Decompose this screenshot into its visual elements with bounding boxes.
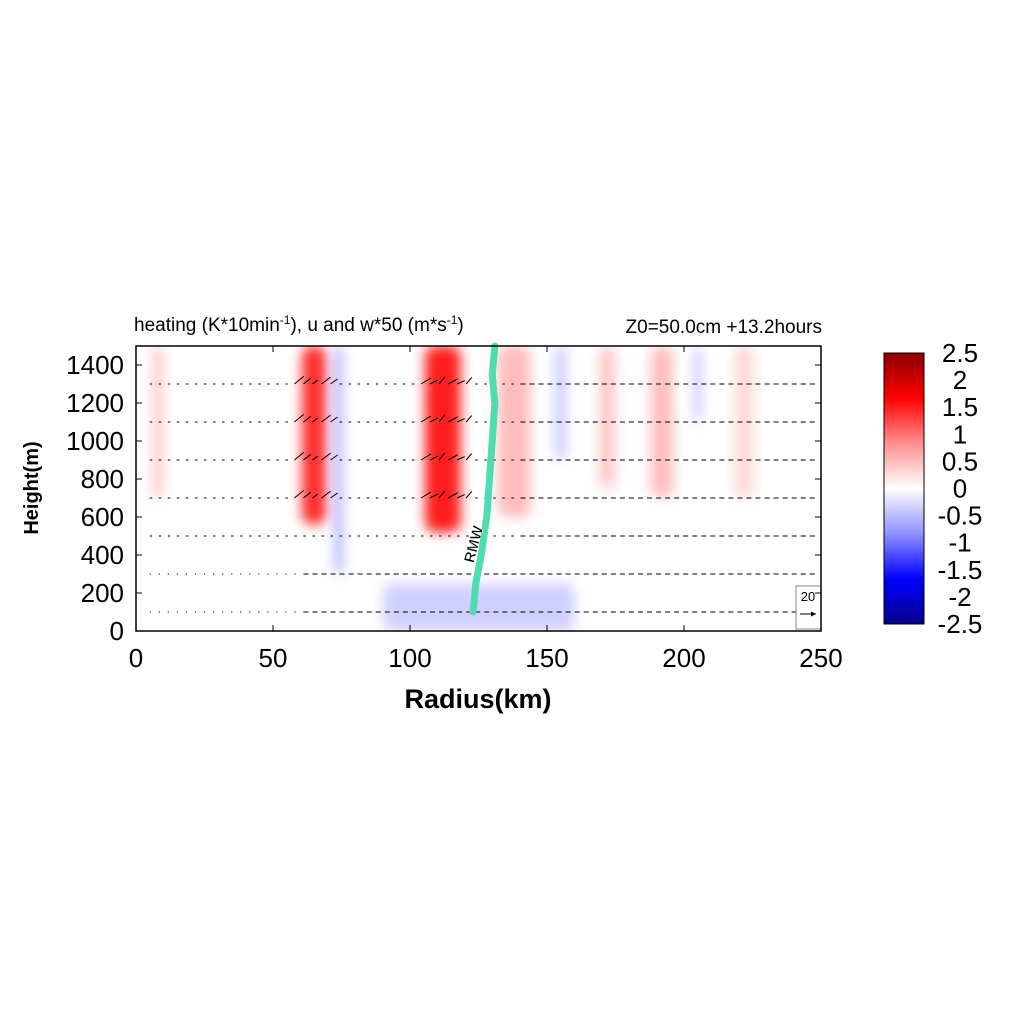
- wind-vector: [456, 380, 465, 385]
- wind-vector: [429, 379, 439, 385]
- wind-vector: [465, 491, 473, 499]
- colorbar-tick-label: 2: [953, 365, 967, 395]
- colorbar-tick-label: -2.5: [938, 609, 983, 639]
- x-tick-label: 0: [129, 643, 143, 673]
- wind-vector: [447, 454, 459, 461]
- wind-vector: [294, 376, 305, 385]
- heating-band: [693, 346, 702, 422]
- wind-vector: [303, 491, 312, 499]
- heating-band: [497, 346, 531, 517]
- x-tick-label: 200: [662, 643, 705, 673]
- wind-vector: [429, 417, 439, 423]
- wind-vector: [438, 452, 446, 461]
- colorbar-tick-label: 2.5: [942, 338, 978, 368]
- y-tick-label: 200: [81, 578, 124, 608]
- wind-vector: [312, 455, 318, 461]
- wind-vector: [420, 377, 432, 385]
- colorbar-tick-label: 1: [953, 419, 967, 449]
- wind-vector: [420, 453, 432, 461]
- wind-vector: [447, 378, 459, 385]
- y-axis-label: Height(m): [21, 441, 43, 534]
- colorbar-tick-label: -0.5: [938, 501, 983, 531]
- wind-vector: [294, 414, 305, 423]
- wind-vector: [312, 379, 318, 385]
- heating-band: [301, 346, 327, 525]
- reference-vector-label: 20: [801, 589, 815, 604]
- x-tick-label: 100: [388, 643, 431, 673]
- x-axis: 0 50 100 150 200 250: [129, 346, 843, 673]
- wind-vector: [294, 490, 305, 499]
- y-tick-label: 0: [110, 616, 124, 646]
- colorbar-tick-label: -1.5: [938, 555, 983, 585]
- wind-vector: [330, 492, 338, 499]
- wind-vector: [438, 414, 446, 423]
- wind-vector: [465, 377, 473, 385]
- colorbar-tick-label: -2: [948, 582, 971, 612]
- y-tick-label: 1000: [66, 426, 124, 456]
- wind-vector: [438, 490, 446, 499]
- wind-vector: [420, 415, 432, 423]
- y-tick-label: 1200: [66, 388, 124, 418]
- reference-vector: 20: [795, 585, 822, 630]
- wind-vector: [438, 376, 446, 385]
- wind-vector: [429, 493, 439, 499]
- y-tick-label: 800: [81, 464, 124, 494]
- colorbar-tick-label: -1: [948, 528, 971, 558]
- reference-vector-arrowhead: [811, 611, 816, 617]
- x-tick-label: 50: [259, 643, 288, 673]
- heating-band: [334, 346, 343, 574]
- rmw-line: [469, 342, 499, 616]
- chart-title-right: Z0=50.0cm +13.2hours: [626, 317, 822, 338]
- x-axis-label: Radius(km): [404, 684, 551, 714]
- wind-vector: [303, 453, 312, 461]
- wind-vector: [456, 418, 465, 423]
- wind-vector: [321, 490, 331, 499]
- wind-vector: [447, 416, 459, 423]
- y-tick-label: 1400: [66, 350, 124, 380]
- colorbar: 2.521.510.50-0.5-1-1.5-2-2.5: [883, 338, 983, 639]
- colorbar-tick-label: 1.5: [942, 392, 978, 422]
- wind-vector: [321, 376, 331, 385]
- wind-vector: [303, 377, 312, 385]
- plot-frame: [135, 345, 822, 632]
- heating-band: [599, 346, 616, 489]
- wind-vector: [465, 415, 473, 423]
- wind-vector: [330, 378, 338, 385]
- y-tick-label: 400: [81, 540, 124, 570]
- x-tick-label: 250: [799, 643, 842, 673]
- y-axis: 0 200 400 600 800 1000 1200 1400: [66, 350, 821, 646]
- wind-vector: [321, 452, 331, 461]
- wind-vector: [456, 456, 465, 461]
- wind-vector: [330, 454, 338, 461]
- wind-vector: [420, 491, 432, 499]
- y-tick-label: 600: [81, 502, 124, 532]
- heating-band: [152, 346, 164, 498]
- wind-vector: [312, 493, 318, 499]
- colorbar-bar: [883, 352, 925, 625]
- colorbar-ticks: 2.521.510.50-0.5-1-1.5-2-2.5: [938, 338, 983, 639]
- wind-vector: [312, 417, 318, 423]
- wind-vector: [429, 455, 439, 461]
- wind-vector: [465, 453, 473, 461]
- x-tick-label: 150: [525, 643, 568, 673]
- chart-title-left: heating (K*10min-1), u and w*50 (m*s-1): [134, 313, 464, 336]
- heating-band: [555, 346, 567, 460]
- wind-vector: [447, 492, 459, 499]
- heating-band: [425, 346, 461, 533]
- heating-band: [382, 583, 575, 631]
- colorbar-tick-label: 0.5: [942, 446, 978, 476]
- wind-vector: [456, 494, 465, 499]
- wind-vectors: [149, 376, 815, 613]
- colorbar-tick-label: 0: [953, 474, 967, 504]
- wind-vector: [294, 452, 305, 461]
- wind-vector: [330, 416, 338, 423]
- wind-vector: [321, 414, 331, 423]
- wind-vector: [303, 415, 312, 423]
